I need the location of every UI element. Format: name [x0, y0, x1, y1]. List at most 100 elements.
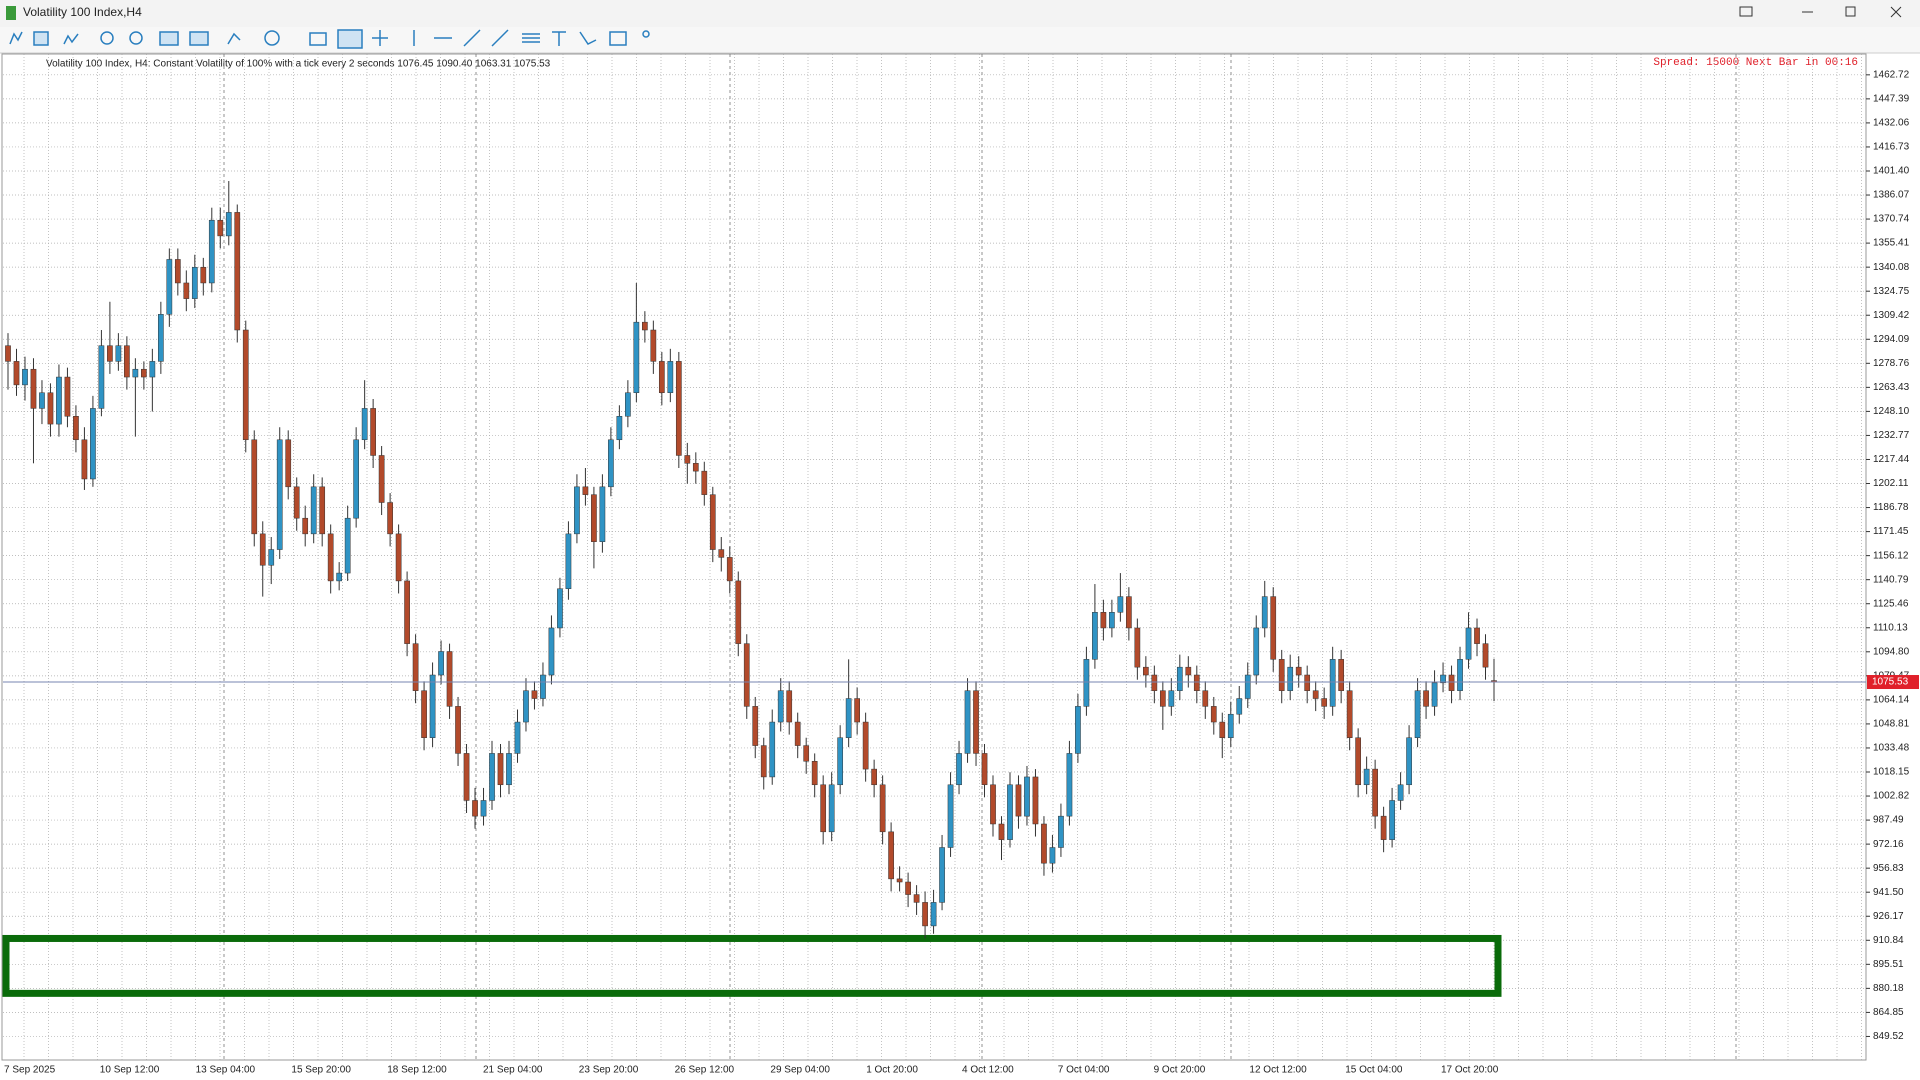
candle-body [1346, 690, 1353, 738]
candle-body [794, 721, 801, 746]
candle-body [132, 368, 139, 378]
candle-body [939, 847, 945, 903]
y-tick-label: 1386.07 [1873, 190, 1910, 201]
candle-body [1151, 674, 1158, 691]
x-tick-label: 12 Oct 12:00 [1249, 1065, 1307, 1076]
y-tick-label: 1432.06 [1873, 118, 1910, 129]
candle-body [845, 698, 852, 738]
shift-tool[interactable] [189, 31, 209, 46]
y-tick-label: 1294.09 [1873, 334, 1910, 345]
screenshot-tool[interactable] [309, 32, 327, 46]
candle-body [888, 831, 894, 880]
candle-body [353, 439, 359, 519]
title-bar [0, 0, 1920, 27]
candle-body [310, 486, 317, 535]
candle-body [157, 314, 164, 362]
candle-body [1032, 776, 1039, 825]
indicators-tool[interactable] [227, 32, 241, 45]
candle-body [489, 753, 495, 801]
candle-chart-tool[interactable] [33, 31, 49, 46]
candle-body [302, 517, 309, 535]
periods-tool[interactable] [264, 30, 280, 46]
fibo-tool[interactable] [522, 33, 540, 43]
candle-body [13, 361, 20, 386]
y-tick-label: 1202.11 [1873, 478, 1909, 489]
candle-body [336, 572, 343, 582]
candle-body [378, 455, 385, 503]
restore-button[interactable] [1845, 6, 1856, 17]
y-tick-label: 1370.74 [1873, 214, 1910, 225]
y-tick-label: 1140.79 [1873, 574, 1909, 585]
y-tick-label: 1416.73 [1873, 142, 1910, 153]
candle-body [1092, 612, 1098, 660]
candle-body [5, 345, 11, 362]
candle-body [387, 502, 393, 535]
y-tick-label: 941.50 [1873, 887, 1904, 898]
candle-body [1236, 698, 1243, 715]
candle-body [862, 721, 869, 770]
candle-body [735, 580, 742, 644]
candle-body [964, 690, 971, 754]
candle-body [98, 345, 105, 409]
candle-body [1406, 737, 1412, 786]
candle-body [743, 643, 750, 707]
candle-body [540, 674, 546, 699]
candle-body [650, 329, 657, 362]
layout-button[interactable] [1739, 6, 1753, 17]
y-tick-label: 956.83 [1873, 863, 1904, 874]
candle-body [973, 690, 979, 754]
arrow-tool[interactable] [579, 31, 597, 45]
candle-body [115, 345, 122, 362]
candle-body [658, 361, 665, 393]
candle-body [692, 463, 699, 472]
y-tick-label: 987.49 [1873, 815, 1904, 826]
x-tick-label: 18 Sep 12:00 [387, 1065, 447, 1076]
y-tick-label: 895.51 [1873, 959, 1904, 970]
trendline-tool[interactable] [463, 29, 481, 47]
shapes-tool[interactable] [609, 31, 627, 46]
crosshair-tool[interactable] [372, 30, 388, 46]
zoom-in-tool[interactable] [100, 31, 114, 45]
zoom-out-tool[interactable] [129, 31, 143, 45]
candle-body [395, 533, 402, 582]
candle-body [344, 517, 351, 574]
candle-body [285, 439, 292, 488]
candle-body [225, 212, 232, 237]
x-tick-label: 1 Oct 20:00 [866, 1065, 918, 1076]
line-chart-tool[interactable] [63, 33, 79, 45]
channel-tool[interactable] [491, 29, 509, 47]
candle-body [1372, 768, 1378, 817]
candle-body [141, 368, 147, 378]
candle-body [506, 753, 512, 786]
candle-body [854, 698, 860, 723]
candle-body [81, 439, 88, 480]
candle-body [30, 368, 37, 409]
y-tick-label: 1064.14 [1873, 695, 1910, 706]
candle-body [463, 753, 470, 801]
y-tick-label: 1324.75 [1873, 286, 1910, 297]
candle-body [930, 902, 937, 927]
bar-chart-tool[interactable] [9, 31, 23, 45]
candle-body [998, 823, 1005, 840]
objects-tool[interactable] [642, 30, 650, 38]
candle-body [1338, 659, 1345, 691]
candle-body [1066, 753, 1073, 817]
x-tick-label: 7 Sep 2025 [4, 1065, 56, 1076]
y-tick-label: 1171.45 [1873, 526, 1909, 537]
y-tick-label: 926.17 [1873, 911, 1904, 922]
candle-body [1227, 713, 1234, 738]
candle-body [217, 219, 224, 237]
cursor-tool[interactable] [337, 29, 363, 49]
candle-body [259, 533, 266, 566]
autoscroll-tool[interactable] [159, 31, 179, 46]
candle-body [565, 533, 572, 590]
bid-marker [1867, 675, 1919, 690]
candle-body [412, 643, 419, 691]
y-tick-label: 1002.82 [1873, 791, 1910, 802]
close-button[interactable] [1890, 6, 1902, 18]
text-tool[interactable] [552, 31, 566, 46]
candle-body [582, 486, 589, 495]
candle-body [837, 737, 844, 786]
candle-body [879, 784, 886, 833]
candle-body [268, 549, 275, 566]
